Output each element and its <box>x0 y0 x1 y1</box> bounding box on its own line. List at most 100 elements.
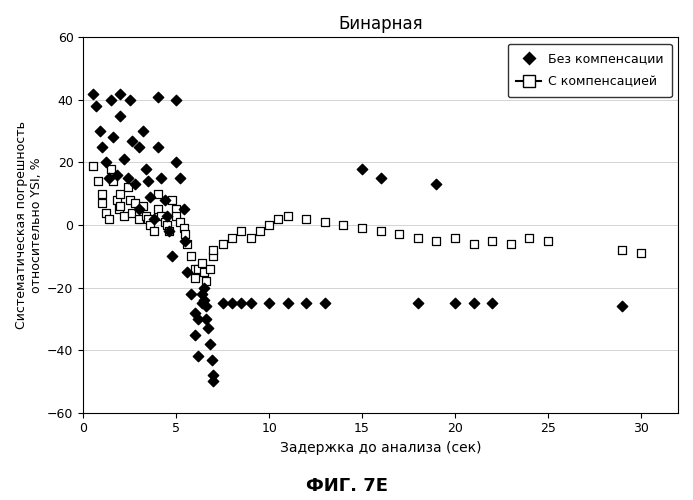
Point <box>189 274 200 282</box>
Point <box>412 234 423 241</box>
Point <box>197 299 208 307</box>
Point <box>104 215 115 223</box>
Point <box>145 193 156 201</box>
Point <box>107 134 119 141</box>
Point <box>175 174 186 182</box>
X-axis label: Задержка до анализа (сек): Задержка до анализа (сек) <box>280 441 482 455</box>
Point <box>115 90 126 98</box>
Point <box>217 299 228 307</box>
Point <box>227 299 238 307</box>
Point <box>431 236 442 244</box>
Point <box>227 234 238 241</box>
Point <box>94 127 105 135</box>
Text: ФИГ. 7Е: ФИГ. 7Е <box>306 477 387 495</box>
Point <box>134 206 145 214</box>
Point <box>200 315 211 323</box>
Point <box>236 299 247 307</box>
Point <box>189 308 200 316</box>
Point <box>152 206 163 214</box>
Point <box>100 158 111 166</box>
Point <box>189 330 200 338</box>
Point <box>164 228 175 235</box>
Point <box>486 299 498 307</box>
Point <box>105 96 116 104</box>
Point <box>375 228 386 235</box>
Point <box>170 158 182 166</box>
Point <box>198 296 209 304</box>
Point <box>198 284 209 292</box>
Point <box>143 215 154 223</box>
Point <box>167 196 178 204</box>
Point <box>193 315 204 323</box>
Point <box>148 215 159 223</box>
Point <box>159 218 170 226</box>
Point <box>96 190 107 198</box>
Point <box>126 208 137 216</box>
Point <box>126 136 137 144</box>
Point <box>87 90 98 98</box>
Point <box>170 206 182 214</box>
Point <box>208 246 219 254</box>
Point <box>197 258 208 266</box>
Point <box>180 230 191 238</box>
Point <box>170 96 182 104</box>
Point <box>87 162 98 170</box>
Point <box>105 164 116 172</box>
Point <box>119 156 130 164</box>
Point <box>206 356 217 364</box>
Point <box>617 246 628 254</box>
Point <box>412 299 423 307</box>
Point <box>338 221 349 229</box>
Point <box>524 234 535 241</box>
Point <box>486 236 498 244</box>
Point <box>189 265 200 273</box>
Point <box>170 212 182 220</box>
Point <box>236 228 247 235</box>
Legend: Без компенсации, С компенсацией: Без компенсации, С компенсацией <box>507 44 672 97</box>
Title: Бинарная: Бинарная <box>338 15 423 33</box>
Point <box>91 102 102 110</box>
Point <box>273 215 284 223</box>
Point <box>182 268 193 276</box>
Point <box>137 127 148 135</box>
Point <box>356 164 367 172</box>
Point <box>96 199 107 207</box>
Point <box>375 174 386 182</box>
Point <box>175 218 186 226</box>
Point <box>202 324 213 332</box>
Point <box>137 202 148 210</box>
Point <box>159 196 170 204</box>
Point <box>130 180 141 188</box>
Point <box>282 212 293 220</box>
Point <box>113 206 124 214</box>
Point <box>115 190 126 198</box>
Point <box>104 174 115 182</box>
Point <box>111 171 122 179</box>
Point <box>245 299 256 307</box>
Point <box>134 208 145 216</box>
Point <box>141 212 152 220</box>
Point <box>319 218 331 226</box>
Point <box>124 96 135 104</box>
Point <box>156 174 167 182</box>
Point <box>156 212 167 220</box>
Point <box>319 299 331 307</box>
Point <box>115 112 126 120</box>
Point <box>119 212 130 220</box>
Point <box>282 299 293 307</box>
Point <box>208 371 219 379</box>
Point <box>111 196 122 204</box>
Y-axis label: Систематическая погрешность
относительно YSI, %: Систематическая погрешность относительно… <box>15 121 43 329</box>
Point <box>204 265 216 273</box>
Point <box>450 234 461 241</box>
Point <box>161 212 173 220</box>
Point <box>200 302 211 310</box>
Point <box>145 221 156 229</box>
Point <box>193 265 204 273</box>
Point <box>431 180 442 188</box>
Point <box>123 184 134 192</box>
Point <box>301 299 312 307</box>
Point <box>204 340 216 348</box>
Point <box>543 236 554 244</box>
Point <box>152 143 163 151</box>
